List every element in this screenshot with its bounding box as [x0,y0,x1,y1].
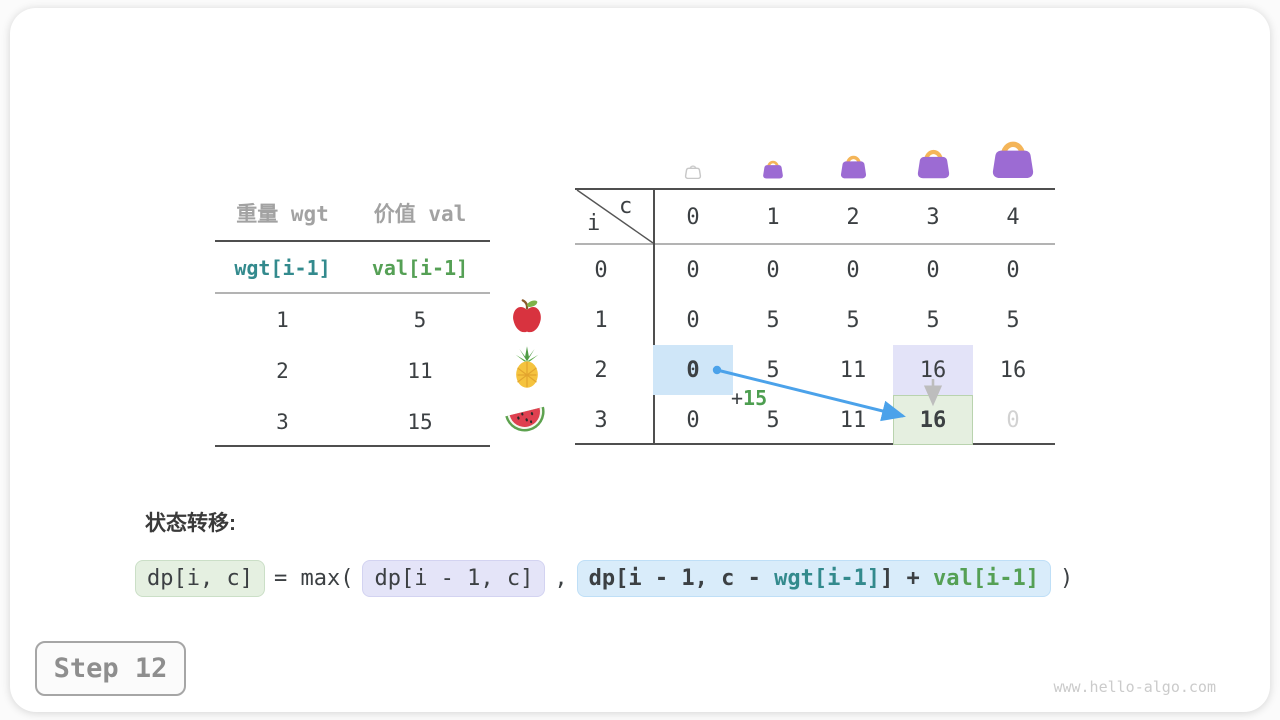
added-value: 15 [743,386,768,410]
apple-icon [510,297,544,339]
value-header: 价值 val [373,202,467,226]
dp-col-header: 0 [686,204,700,230]
corner-row-var: i [587,211,601,236]
formula-lhs-box: dp[i, c] [135,560,265,597]
dp-cell: 11 [839,357,867,383]
option2-wgt-term: wgt[i-1] [774,566,881,591]
item-row: 1 5 [215,308,490,332]
corner-diagonal-line [576,189,654,244]
dp-cell-faded: 0 [1006,407,1020,433]
item-value: 15 [407,410,433,434]
dp-cell: 0 [686,257,700,283]
dp-row-header: 3 [594,407,608,433]
add-value-annotation: +15 [731,386,767,410]
dp-cell: 11 [839,407,867,433]
wgt-code-label: wgt[i-1] [234,256,331,280]
dp-vertical-border [653,188,655,445]
item-table-code-row: wgt[i-1] val[i-1] [215,256,490,280]
bag-ghost-icon [684,162,702,183]
item-value: 5 [413,308,427,332]
item-weight: 2 [276,359,289,383]
item-row: 3 15 [215,410,490,434]
bag-small-icon [761,157,785,183]
formula-option2-box: dp[i - 1, c - wgt[i-1]] + val[i-1] [576,560,1052,597]
dp-row-header: 2 [594,357,608,383]
item-weight: 3 [276,410,289,434]
divider [215,292,490,294]
dp-cell-target-green: 16 [893,395,973,445]
option2-prefix: dp[i - 1, c - [588,566,775,591]
dp-cell-source-blue: 0 [653,345,733,395]
state-transition-formula: dp[i, c] = max( dp[i - 1, c] , dp[i - 1,… [135,560,1073,597]
dp-top-border [575,188,1055,190]
bag-large-icon [914,144,953,183]
dp-col-header: 4 [1006,204,1020,230]
item-table: 重量 wgt 价值 val wgt[i-1] val[i-1] 1 5 2 11… [215,190,490,448]
item-row: 2 11 [215,359,490,383]
divider [215,445,490,447]
corner-col-var: c [619,194,633,219]
dp-bottom-border [575,443,1055,445]
dp-header-divider [575,243,1055,245]
watermark: www.hello-algo.com [1053,678,1216,696]
bag-xlarge-icon [988,134,1038,183]
formula-close-paren: ) [1060,566,1074,591]
pineapple-icon [510,344,544,394]
watermelon-icon [503,400,549,442]
dp-table: c i 0 1 2 3 4 0 1 2 3 0 0 0 0 0 0 5 5 5 … [575,188,1055,445]
dp-cell: 0 [846,257,860,283]
dp-cell: 5 [846,307,860,333]
item-table-header-row: 重量 wgt 价值 val [215,198,490,228]
dp-cell: 16 [999,357,1027,383]
dp-cell: 0 [686,307,700,333]
item-value: 11 [407,359,433,383]
dp-row-header: 0 [594,257,608,283]
dp-cell: 5 [766,307,780,333]
dp-col-header: 2 [846,204,860,230]
step-badge: Step 12 [35,641,186,696]
item-weight: 1 [276,308,289,332]
dp-cell: 0 [686,407,700,433]
formula-equals-max: = max( [273,566,354,591]
option2-mid: ] + [880,566,934,591]
state-transition-title: 状态转移: [145,512,236,535]
val-code-label: val[i-1] [371,256,469,280]
dp-cell-source-lavender: 16 [893,345,973,395]
formula-comma: , [554,566,568,591]
bag-medium-icon [838,151,869,183]
dp-cell: 5 [926,307,940,333]
dp-col-header: 3 [926,204,940,230]
dp-cell: 0 [766,257,780,283]
divider [215,240,490,242]
dp-cell: 5 [1006,307,1020,333]
dp-cell: 0 [1006,257,1020,283]
formula-option1-box: dp[i - 1, c] [362,560,546,597]
weight-header: 重量 wgt [236,202,329,226]
dp-row-header: 1 [594,307,608,333]
dp-col-header: 1 [766,204,780,230]
option2-val-term: val[i-1] [933,566,1040,591]
dp-cell: 0 [926,257,940,283]
plus-sign: + [731,386,744,410]
